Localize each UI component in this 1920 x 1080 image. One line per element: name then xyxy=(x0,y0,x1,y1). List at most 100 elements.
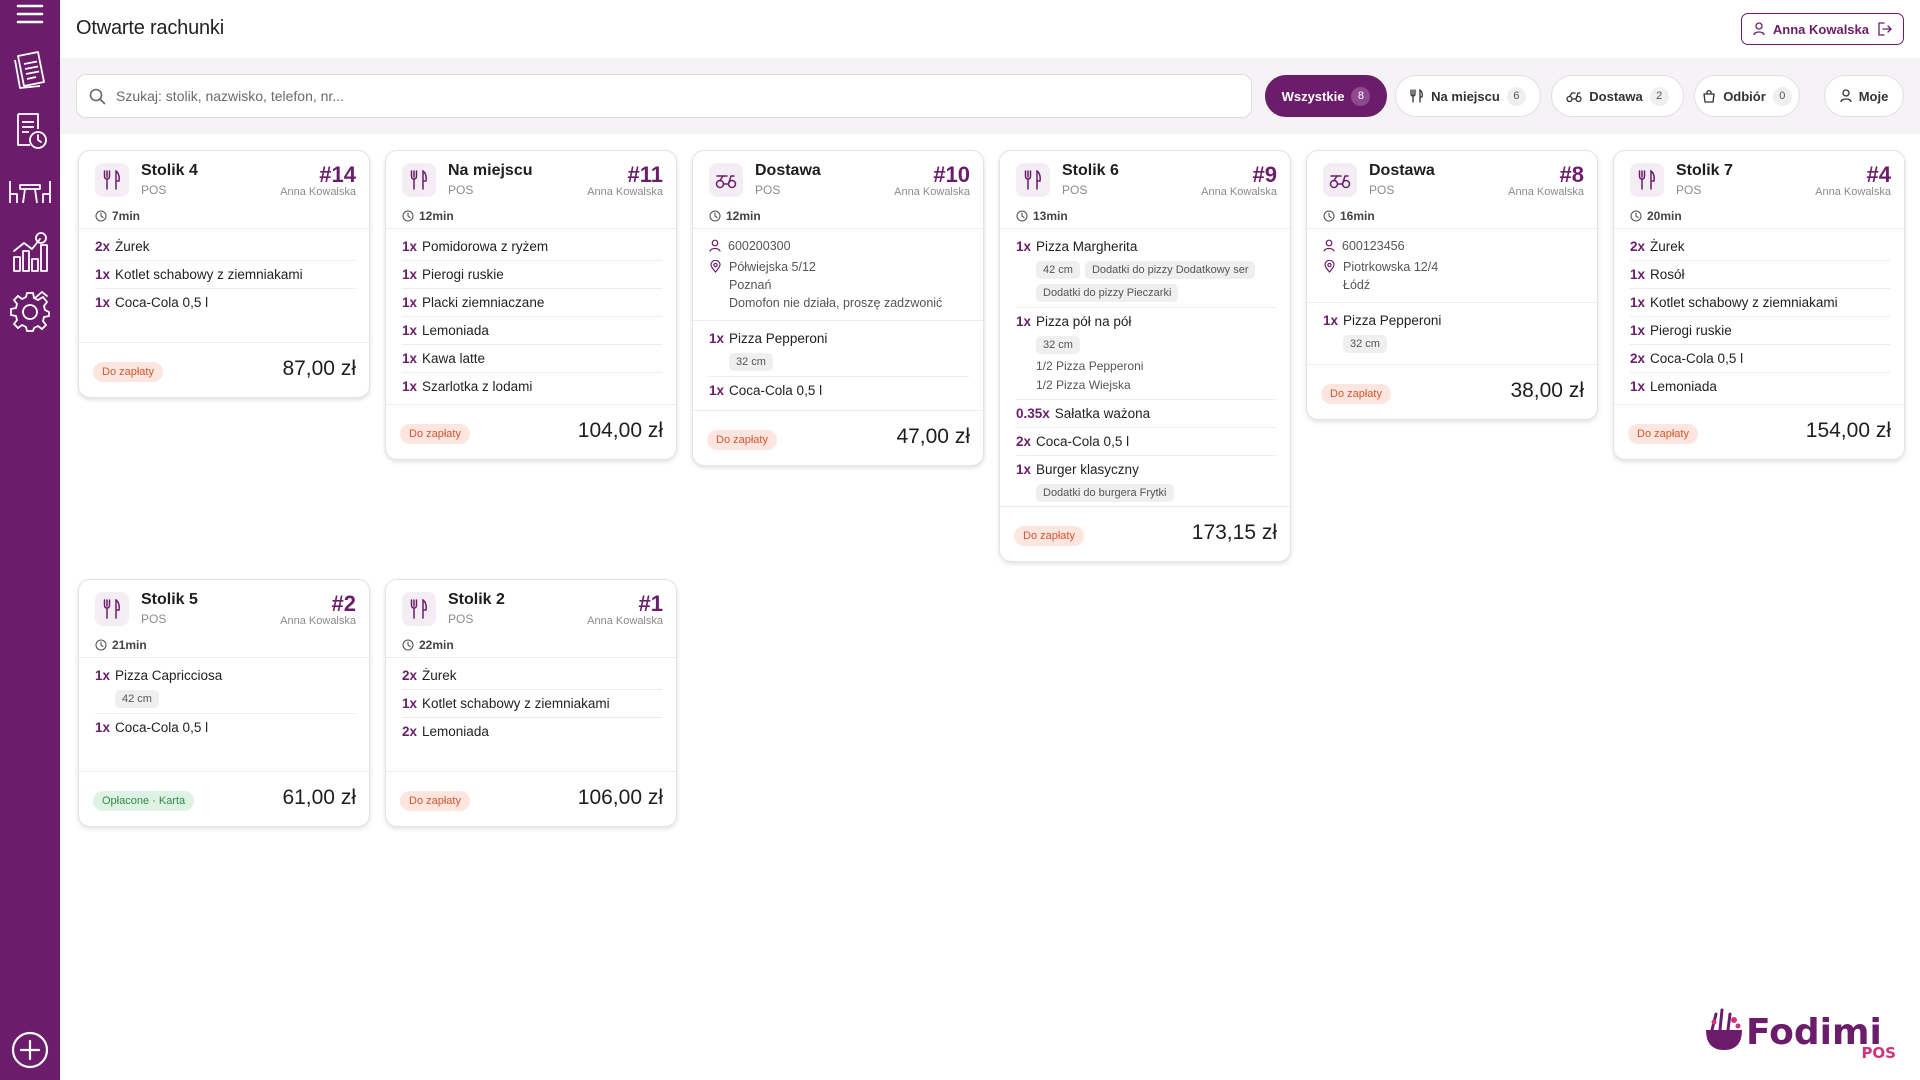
customer-phone: 600123456 xyxy=(1342,239,1405,253)
order-type-icon-box xyxy=(402,592,436,626)
order-card[interactable]: Na miejscu POS #11 Anna Kowalska 12min 1x Pomi… xyxy=(385,150,677,460)
filter-chip-1[interactable]: Wszystkie 8 xyxy=(1265,75,1387,117)
menu-icon xyxy=(16,4,44,24)
item-name: Kotlet schabowy z ziemniakami xyxy=(1650,295,1838,310)
order-owner: Anna Kowalska xyxy=(1815,186,1891,198)
item-name: Pizza Margherita xyxy=(1036,239,1138,254)
scooter-icon xyxy=(1329,175,1351,189)
order-card[interactable]: Stolik 7 POS #4 Anna Kowalska 20min 2x Żurek 1x… xyxy=(1613,150,1905,460)
payment-status-badge: Do zapłaty xyxy=(1014,526,1084,546)
order-item-line: 2x Żurek xyxy=(402,667,662,685)
order-card[interactable]: Stolik 2 POS #1 Anna Kowalska 22min 2x Żurek 1x… xyxy=(385,579,677,827)
customer-info: 600200300 Półwiejska 5/12 Poznań Domofon ni… xyxy=(693,229,983,321)
order-item: 1x Lemoniada xyxy=(1630,373,1890,400)
order-title: Dostawa xyxy=(1369,162,1435,179)
scooter-icon xyxy=(715,175,737,189)
order-source: POS xyxy=(448,612,474,626)
order-items: 1x Pizza Capricciosa 42 cm 1x Coca-Cola 0,5 … xyxy=(79,658,369,747)
order-card[interactable]: Dostawa POS #10 Anna Kowalska 12min 600200300… xyxy=(692,150,984,466)
address-line: Poznań xyxy=(729,278,772,292)
user-name: Anna Kowalska xyxy=(1772,21,1869,37)
item-name: Żurek xyxy=(115,239,150,254)
order-card[interactable]: Stolik 4 POS #14 Anna Kowalska 7min 2x Żurek 1x… xyxy=(78,150,370,398)
order-item: 1x Coca-Cola 0,5 l xyxy=(95,289,355,316)
customer-address: Piotrkowska 12/4 Łódź xyxy=(1343,258,1438,294)
filter-chip-3[interactable]: Dostawa 2 xyxy=(1551,75,1684,117)
order-item-line: 1x Pomidorowa z ryżem xyxy=(402,238,662,256)
item-quantity: 1x xyxy=(1016,314,1032,329)
filter-chip-4[interactable]: Odbiór 0 xyxy=(1694,75,1800,117)
tables-icon xyxy=(9,181,51,204)
filter-chip-2[interactable]: Na miejscu 6 xyxy=(1395,75,1541,117)
sidebar-item-settings[interactable] xyxy=(0,288,60,334)
customer-address: Półwiejska 5/12 Poznań Domofon nie działa,… xyxy=(729,258,942,312)
sidebar-item-reports[interactable] xyxy=(0,228,60,278)
sidebar-item-orders-history[interactable] xyxy=(0,108,60,154)
item-modifier: 32 cm xyxy=(729,353,773,371)
order-item-line: 1x Kotlet schabowy z ziemniakami xyxy=(1630,294,1890,312)
order-elapsed-time: 7min xyxy=(79,203,369,229)
order-elapsed-time: 20min xyxy=(1614,203,1904,229)
item-name: Coca-Cola 0,5 l xyxy=(729,383,823,398)
order-item-line: 1x Pizza Margherita xyxy=(1016,238,1276,256)
order-source: POS xyxy=(448,183,474,197)
order-item: 1x Kotlet schabowy z ziemniakami xyxy=(1630,289,1890,317)
order-card[interactable]: Stolik 5 POS #2 Anna Kowalska 21min 1x Pizza C… xyxy=(78,579,370,827)
order-card-footer: Opłacone · Karta 61,00 zł xyxy=(79,771,369,826)
item-name: Pizza pół na pół xyxy=(1036,314,1132,329)
order-item-line: 1x Pierogi ruskie xyxy=(1630,322,1890,340)
order-type-icon-box xyxy=(95,163,129,197)
page-title: Otwarte rachunki xyxy=(76,17,224,39)
order-elapsed-time: 12min xyxy=(386,203,676,229)
payment-status-badge: Opłacone · Karta xyxy=(93,791,195,811)
orders-history-icon xyxy=(17,113,47,149)
location-icon xyxy=(710,260,721,273)
address-line: Łódź xyxy=(1343,278,1371,292)
item-quantity: 2x xyxy=(402,668,418,683)
order-total: 173,15 zł xyxy=(1191,521,1277,544)
filter-chip-5[interactable]: Moje xyxy=(1824,75,1904,117)
add-order-button[interactable] xyxy=(0,1030,60,1070)
order-item: 1x Coca-Cola 0,5 l xyxy=(95,714,355,741)
order-card[interactable]: Dostawa POS #8 Anna Kowalska 16min 600123456 P… xyxy=(1306,150,1598,420)
payment-status-badge: Do zapłaty xyxy=(1321,384,1391,404)
item-name: Pizza Pepperoni xyxy=(729,331,828,346)
order-total: 47,00 zł xyxy=(896,425,970,448)
payment-status-badge: Do zapłaty xyxy=(400,791,470,811)
order-item: 2x Żurek xyxy=(402,662,662,690)
sidebar-item-bills[interactable] xyxy=(0,48,60,94)
sidebar-item-tables[interactable] xyxy=(0,172,60,212)
item-quantity: 1x xyxy=(95,267,111,282)
order-owner: Anna Kowalska xyxy=(587,615,663,627)
search-input[interactable] xyxy=(116,88,1216,104)
filter-chip-label: Dostawa xyxy=(1589,88,1643,104)
order-type-icon-box xyxy=(1323,163,1357,197)
order-number: #14 xyxy=(319,162,356,187)
cutlery-icon xyxy=(103,599,120,619)
payment-status-badge: Do zapłaty xyxy=(707,430,777,450)
item-quantity: 2x xyxy=(1630,239,1646,254)
payment-status-badge: Do zapłaty xyxy=(400,424,470,444)
item-modifier: Dodatki do pizzy Pieczarki xyxy=(1036,284,1179,302)
clock-icon xyxy=(709,209,721,222)
order-item-line: 1x Pizza Capricciosa xyxy=(95,667,355,685)
item-modifiers: 32 cm xyxy=(729,353,969,371)
person-icon xyxy=(709,239,721,252)
elapsed-time-value: 22min xyxy=(419,637,454,652)
item-quantity: 1x xyxy=(95,295,111,310)
menu-button[interactable] xyxy=(0,0,60,28)
order-source: POS xyxy=(755,183,781,197)
sidebar xyxy=(0,0,60,1080)
order-card[interactable]: Stolik 6 POS #9 Anna Kowalska 13min 1x Pizza M… xyxy=(999,150,1291,562)
order-item-line: 1x Szarlotka z lodami xyxy=(402,378,662,396)
user-menu-button[interactable]: Anna Kowalska xyxy=(1740,13,1904,45)
settings-icon xyxy=(10,290,50,332)
item-subitems: 1/2 Pizza Pepperoni 1/2 Pizza Wiejska xyxy=(1036,357,1276,395)
item-name: Coca-Cola 0,5 l xyxy=(1036,434,1130,449)
item-name: Żurek xyxy=(1650,239,1685,254)
order-source: POS xyxy=(1676,183,1702,197)
filter-bar: Wszystkie 8 Na miejscu 6 Dostawa 2 Odbiór 0 Moje xyxy=(60,58,1920,134)
payment-status-badge: Do zapłaty xyxy=(93,362,163,382)
item-name: Burger klasyczny xyxy=(1036,462,1139,477)
item-name: Szarlotka z lodami xyxy=(422,379,533,394)
